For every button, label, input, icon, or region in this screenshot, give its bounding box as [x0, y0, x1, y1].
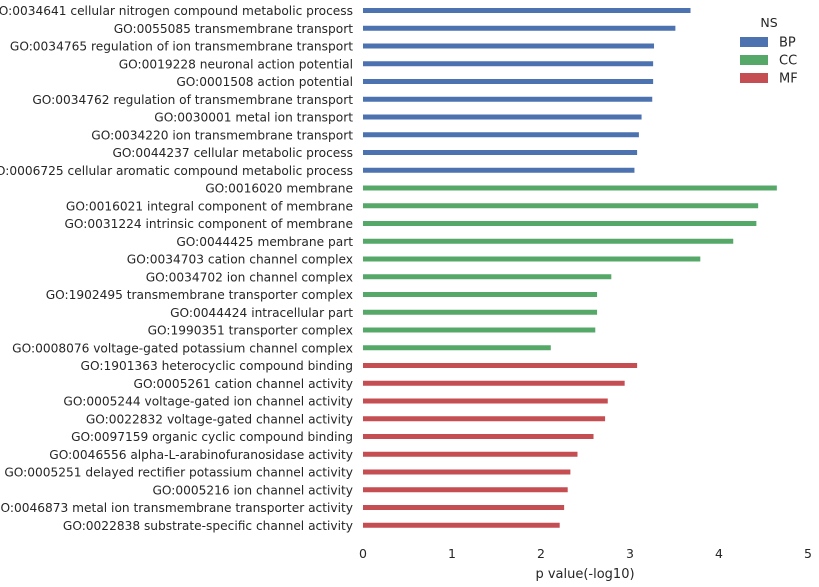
category-label: GO:0001508 action potential [176, 75, 353, 89]
category-label: GO:0019228 neuronal action potential [119, 57, 353, 71]
category-label: GO:0097159 organic cyclic compound bindi… [71, 430, 353, 444]
bar-bp [363, 150, 638, 155]
bar-bp [363, 114, 642, 120]
category-label: GO:0016021 integral component of membran… [66, 199, 353, 213]
bar-mf [363, 434, 594, 439]
legend: NS BP CC MF [740, 15, 798, 87]
bar-mf [363, 416, 606, 422]
category-label: GO:0055085 transmembrane transport [114, 22, 354, 36]
category-label: GO:0034703 cation channel complex [127, 253, 353, 267]
category-label: GO:0031224 intrinsic component of membra… [64, 217, 353, 231]
x-tick-label: 0 [359, 546, 367, 561]
category-label: GO:0030001 metal ion transport [154, 111, 353, 125]
x-tick-label: 5 [804, 546, 812, 561]
category-label: GO:1901363 heterocyclic compound binding [81, 359, 353, 373]
legend-title: NS [760, 15, 777, 30]
category-label-group: GO:0034641 cellular nitrogen compound me… [0, 4, 353, 533]
category-label: GO:0005261 cation channel activity [134, 377, 354, 391]
legend-label-bp: BP [779, 36, 796, 51]
bar-bp [363, 25, 676, 31]
legend-swatch-mf [740, 73, 768, 83]
bar-group [363, 8, 777, 528]
category-label: GO:1902495 transmembrane transporter com… [46, 288, 353, 302]
bar-cc [363, 238, 734, 244]
category-label: GO:0022838 substrate-specific channel ac… [63, 519, 353, 533]
bar-bp [363, 8, 691, 13]
bar-cc [363, 292, 598, 297]
legend-label-cc: CC [779, 54, 797, 69]
category-label: GO:0016020 membrane [205, 182, 353, 196]
bar-mf [363, 522, 560, 528]
x-tick-label-group: 0 1 2 3 4 5 [359, 546, 812, 561]
category-label: GO:0005251 delayed rectifier potassium c… [4, 466, 353, 480]
legend-label-mf: MF [779, 72, 798, 87]
bar-mf [363, 380, 625, 386]
category-label: GO:0034641 cellular nitrogen compound me… [0, 4, 353, 18]
bar-cc [363, 256, 701, 262]
legend-entries: BP CC MF [740, 36, 798, 87]
bar-mf [363, 487, 568, 493]
category-label: GO:0044424 intracellular part [170, 306, 353, 320]
category-label: GO:0034702 ion channel complex [146, 270, 353, 284]
bar-cc [363, 309, 598, 315]
x-tick-label: 3 [626, 546, 634, 561]
category-label: GO:0046873 metal ion transmembrane trans… [0, 501, 353, 515]
legend-swatch-cc [740, 55, 768, 65]
bar-mf [363, 451, 578, 457]
bar-mf [363, 363, 638, 368]
category-label: GO:1990351 transporter complex [148, 324, 353, 338]
bar-bp [363, 96, 653, 102]
category-label: GO:0034220 ion transmembrane transport [91, 128, 353, 142]
x-axis-label: p value(-log10) [535, 567, 634, 582]
x-tick-label: 2 [537, 546, 545, 561]
bar-mf [363, 398, 608, 404]
bar-cc [363, 274, 612, 280]
category-label: GO:0005244 voltage-gated ion channel act… [63, 395, 353, 409]
bar-bp [363, 79, 654, 84]
x-tick-label: 4 [715, 546, 723, 561]
category-label: GO:0008076 voltage-gated potassium chann… [12, 341, 353, 355]
category-label: GO:0044237 cellular metabolic process [112, 146, 353, 160]
category-label: GO:0022832 voltage-gated channel activit… [86, 412, 353, 426]
bar-cc [363, 185, 777, 191]
bar-mf [363, 505, 565, 510]
bar-cc [363, 221, 757, 226]
bar-bp [363, 61, 654, 67]
bar-cc [363, 327, 596, 333]
category-label: GO:0006725 cellular aromatic compound me… [0, 164, 353, 178]
bar-bp [363, 132, 639, 138]
bar-cc [363, 203, 759, 209]
category-label: GO:0034762 regulation of transmembrane t… [32, 93, 353, 107]
category-label: GO:0044425 membrane part [176, 235, 353, 249]
category-label: GO:0046556 alpha-L-arabinofuranosidase a… [49, 448, 353, 462]
bar-mf [363, 469, 571, 475]
bar-cc [363, 345, 551, 351]
category-label: GO:0034765 regulation of ion transmembra… [10, 40, 353, 54]
bar-bp [363, 43, 655, 49]
bar-bp [363, 167, 635, 173]
category-label: GO:0005216 ion channel activity [152, 483, 353, 497]
x-tick-label: 1 [448, 546, 456, 561]
legend-swatch-bp [740, 37, 768, 47]
